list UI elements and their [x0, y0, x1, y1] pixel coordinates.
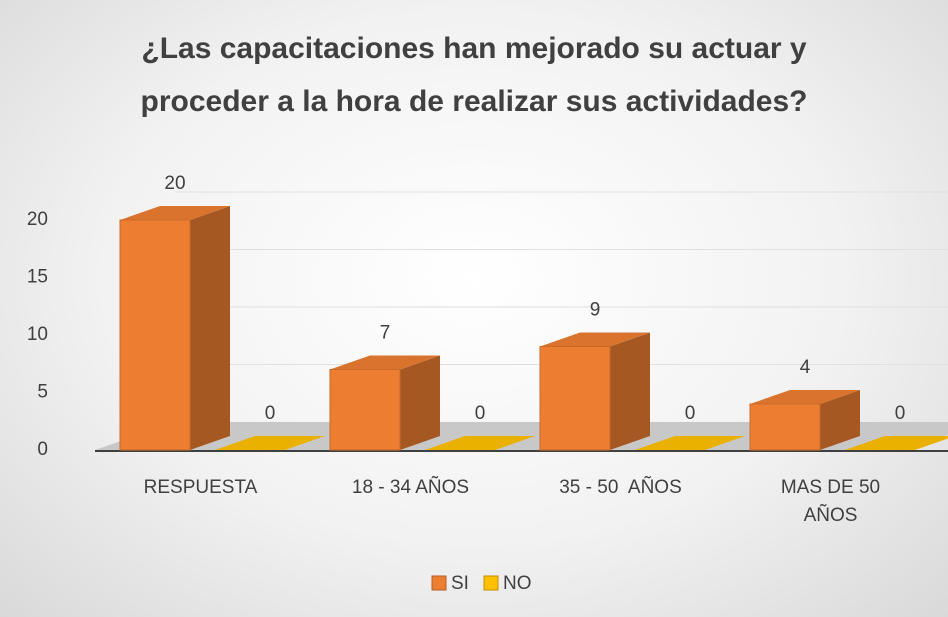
- bar-side: [820, 390, 860, 450]
- legend-label: SI: [451, 573, 469, 594]
- bar: [539, 346, 611, 451]
- bar: [119, 219, 191, 451]
- data-label: 4: [800, 357, 811, 378]
- bar-top: [845, 436, 948, 450]
- data-label: 0: [685, 403, 696, 424]
- x-tick-label: 18 - 34 AÑOS: [351, 477, 470, 498]
- data-label: 7: [380, 323, 391, 344]
- data-label: 20: [164, 173, 185, 194]
- bar-top: [750, 390, 860, 404]
- y-tick-label: 0: [37, 439, 48, 460]
- legend-swatch: [483, 575, 499, 591]
- legend-label: NO: [503, 573, 532, 594]
- x-tick-label: MAS DE 50 AÑOS: [780, 477, 885, 526]
- y-tick-label: 20: [27, 209, 48, 230]
- bar: [329, 369, 401, 451]
- bar-top: [540, 332, 650, 347]
- bar-side: [400, 355, 440, 450]
- y-tick-label: 10: [27, 324, 48, 345]
- data-label: 0: [475, 403, 486, 424]
- x-tick-label: 35 - 50 AÑOS: [559, 477, 682, 498]
- y-tick-label: 5: [37, 382, 48, 403]
- bar-top: [120, 206, 230, 220]
- data-label: 9: [590, 300, 601, 321]
- bar-top: [635, 436, 745, 450]
- bar-top: [215, 436, 325, 450]
- bar-side: [190, 206, 230, 450]
- bar-side: [610, 332, 650, 450]
- y-tick-label: 15: [27, 267, 48, 288]
- legend-swatch: [431, 575, 447, 591]
- x-tick-label: RESPUESTA: [143, 477, 258, 498]
- data-label: 0: [895, 403, 906, 424]
- bar: [749, 403, 821, 451]
- data-label: 0: [265, 403, 276, 424]
- bar-top: [425, 436, 535, 450]
- chart-title: ¿Las capacitaciones han mejorado su actu…: [140, 32, 808, 118]
- bar-top: [330, 355, 440, 370]
